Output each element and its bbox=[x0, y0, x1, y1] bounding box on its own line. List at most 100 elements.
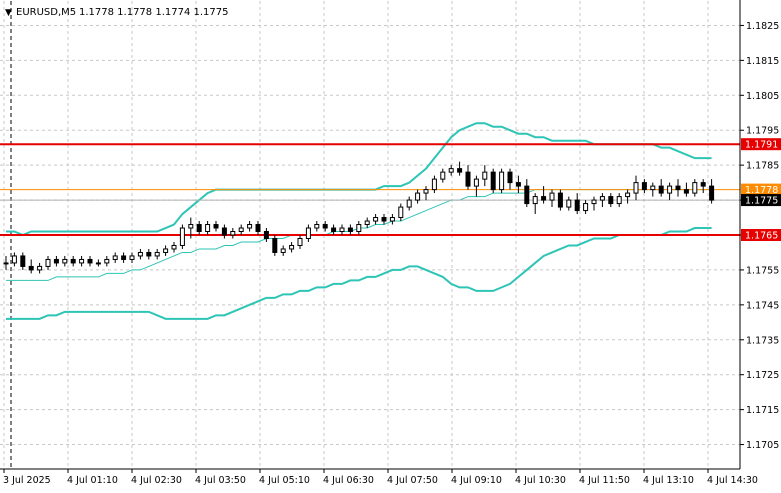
x-tick-label: 4 Jul 13:10 bbox=[643, 475, 694, 486]
candle-body bbox=[272, 237, 278, 253]
candle-body bbox=[305, 227, 311, 239]
candle-body bbox=[473, 178, 479, 187]
candle-body bbox=[389, 217, 395, 222]
candle-body bbox=[213, 224, 219, 229]
level-price-tag bbox=[741, 138, 781, 151]
x-tick-label: 4 Jul 01:10 bbox=[67, 475, 118, 486]
candle-body bbox=[230, 231, 236, 236]
candle-body bbox=[364, 220, 370, 226]
candle-body bbox=[700, 182, 706, 187]
bid-price-tag bbox=[741, 194, 781, 207]
level-price-label: 1.1765 bbox=[745, 231, 778, 242]
bollinger-lower-line bbox=[6, 227, 712, 320]
candle-body bbox=[709, 185, 715, 201]
chart-ohlc: 1.1778 1.1778 1.1774 1.1775 bbox=[79, 7, 229, 18]
x-tick-label: 4 Jul 02:30 bbox=[131, 475, 182, 486]
y-tick-label: 1.1785 bbox=[746, 161, 779, 172]
candle-body bbox=[196, 224, 202, 233]
candle-body bbox=[255, 224, 261, 233]
candle-body bbox=[11, 255, 17, 264]
x-tick-label: 4 Jul 07:50 bbox=[387, 475, 438, 486]
x-tick-label: 4 Jul 11:50 bbox=[579, 475, 630, 486]
candle-body bbox=[247, 224, 253, 229]
y-tick-label: 1.1745 bbox=[746, 300, 779, 311]
y-tick-label: 1.1715 bbox=[746, 405, 779, 416]
candle-body bbox=[583, 203, 589, 212]
level-price-tag bbox=[741, 229, 781, 241]
x-tick-label: 4 Jul 09:10 bbox=[451, 475, 502, 486]
x-tick-label: 3 Jul 2025 bbox=[3, 475, 51, 486]
ask-price-tag bbox=[741, 183, 781, 196]
candle-body bbox=[499, 171, 505, 191]
candle-body bbox=[566, 199, 572, 208]
y-tick-label: 1.1805 bbox=[746, 91, 779, 102]
level-price-label: 1.1791 bbox=[745, 140, 778, 151]
candle-body bbox=[62, 258, 68, 264]
y-tick-label: 1.1825 bbox=[746, 21, 779, 32]
candle-body bbox=[641, 182, 647, 191]
candle-body bbox=[121, 255, 127, 260]
chart-symbol: EURUSD,M5 bbox=[16, 7, 76, 18]
candle-body bbox=[3, 262, 9, 265]
candle-body bbox=[112, 255, 118, 260]
candle-body bbox=[683, 189, 689, 194]
y-tick-label: 1.1725 bbox=[746, 370, 779, 381]
candle-body bbox=[541, 196, 547, 201]
candle-body bbox=[79, 258, 85, 264]
x-tick-label: 4 Jul 10:30 bbox=[515, 475, 566, 486]
candle-body bbox=[373, 217, 379, 222]
candle-body bbox=[415, 192, 421, 201]
candle-body bbox=[448, 168, 454, 173]
candle-body bbox=[557, 192, 563, 208]
candle-body bbox=[507, 171, 513, 184]
candle-body bbox=[314, 224, 320, 229]
candle-body bbox=[28, 265, 34, 271]
candle-body bbox=[188, 224, 194, 229]
candle-body bbox=[331, 227, 337, 233]
candle-body bbox=[95, 262, 101, 265]
candle-body bbox=[163, 248, 169, 253]
candle-body bbox=[263, 231, 269, 239]
candle-body bbox=[238, 227, 244, 233]
candle-body bbox=[406, 199, 412, 208]
y-tick-label: 1.1705 bbox=[746, 440, 779, 451]
chart-menu-arrow-icon[interactable]: ▼ bbox=[5, 8, 12, 18]
y-tick-label: 1.1735 bbox=[746, 335, 779, 346]
candle-body bbox=[356, 224, 362, 233]
candle-body bbox=[45, 258, 51, 267]
candle-body bbox=[53, 258, 59, 264]
candle-body bbox=[532, 196, 538, 205]
candle-body bbox=[599, 196, 605, 201]
candle-body bbox=[87, 258, 93, 264]
candle-body bbox=[280, 248, 286, 253]
candle-body bbox=[650, 185, 656, 191]
x-tick-label: 4 Jul 05:10 bbox=[259, 475, 310, 486]
bollinger-upper-line bbox=[6, 122, 712, 237]
candle-body bbox=[482, 171, 488, 180]
candle-body bbox=[692, 182, 698, 194]
candle-body bbox=[608, 196, 614, 205]
candle-body bbox=[398, 206, 404, 219]
candle-body bbox=[37, 265, 43, 271]
candle-body bbox=[146, 251, 152, 257]
candle-body bbox=[171, 244, 177, 250]
candle-body bbox=[137, 251, 143, 257]
candle-body bbox=[431, 178, 437, 191]
candle-body bbox=[616, 196, 622, 205]
candle-body bbox=[515, 182, 521, 187]
candle-body bbox=[221, 227, 227, 236]
candle-body bbox=[289, 244, 295, 250]
candle-body bbox=[667, 185, 673, 194]
ask-price-label: 1.1778 bbox=[745, 185, 778, 196]
candle-body bbox=[524, 185, 530, 205]
y-tick-label: 1.1795 bbox=[746, 126, 779, 137]
candle-body bbox=[381, 217, 387, 222]
candles bbox=[3, 161, 715, 274]
candle-body bbox=[104, 258, 110, 264]
candle-body bbox=[423, 189, 429, 194]
candle-body bbox=[129, 255, 135, 260]
